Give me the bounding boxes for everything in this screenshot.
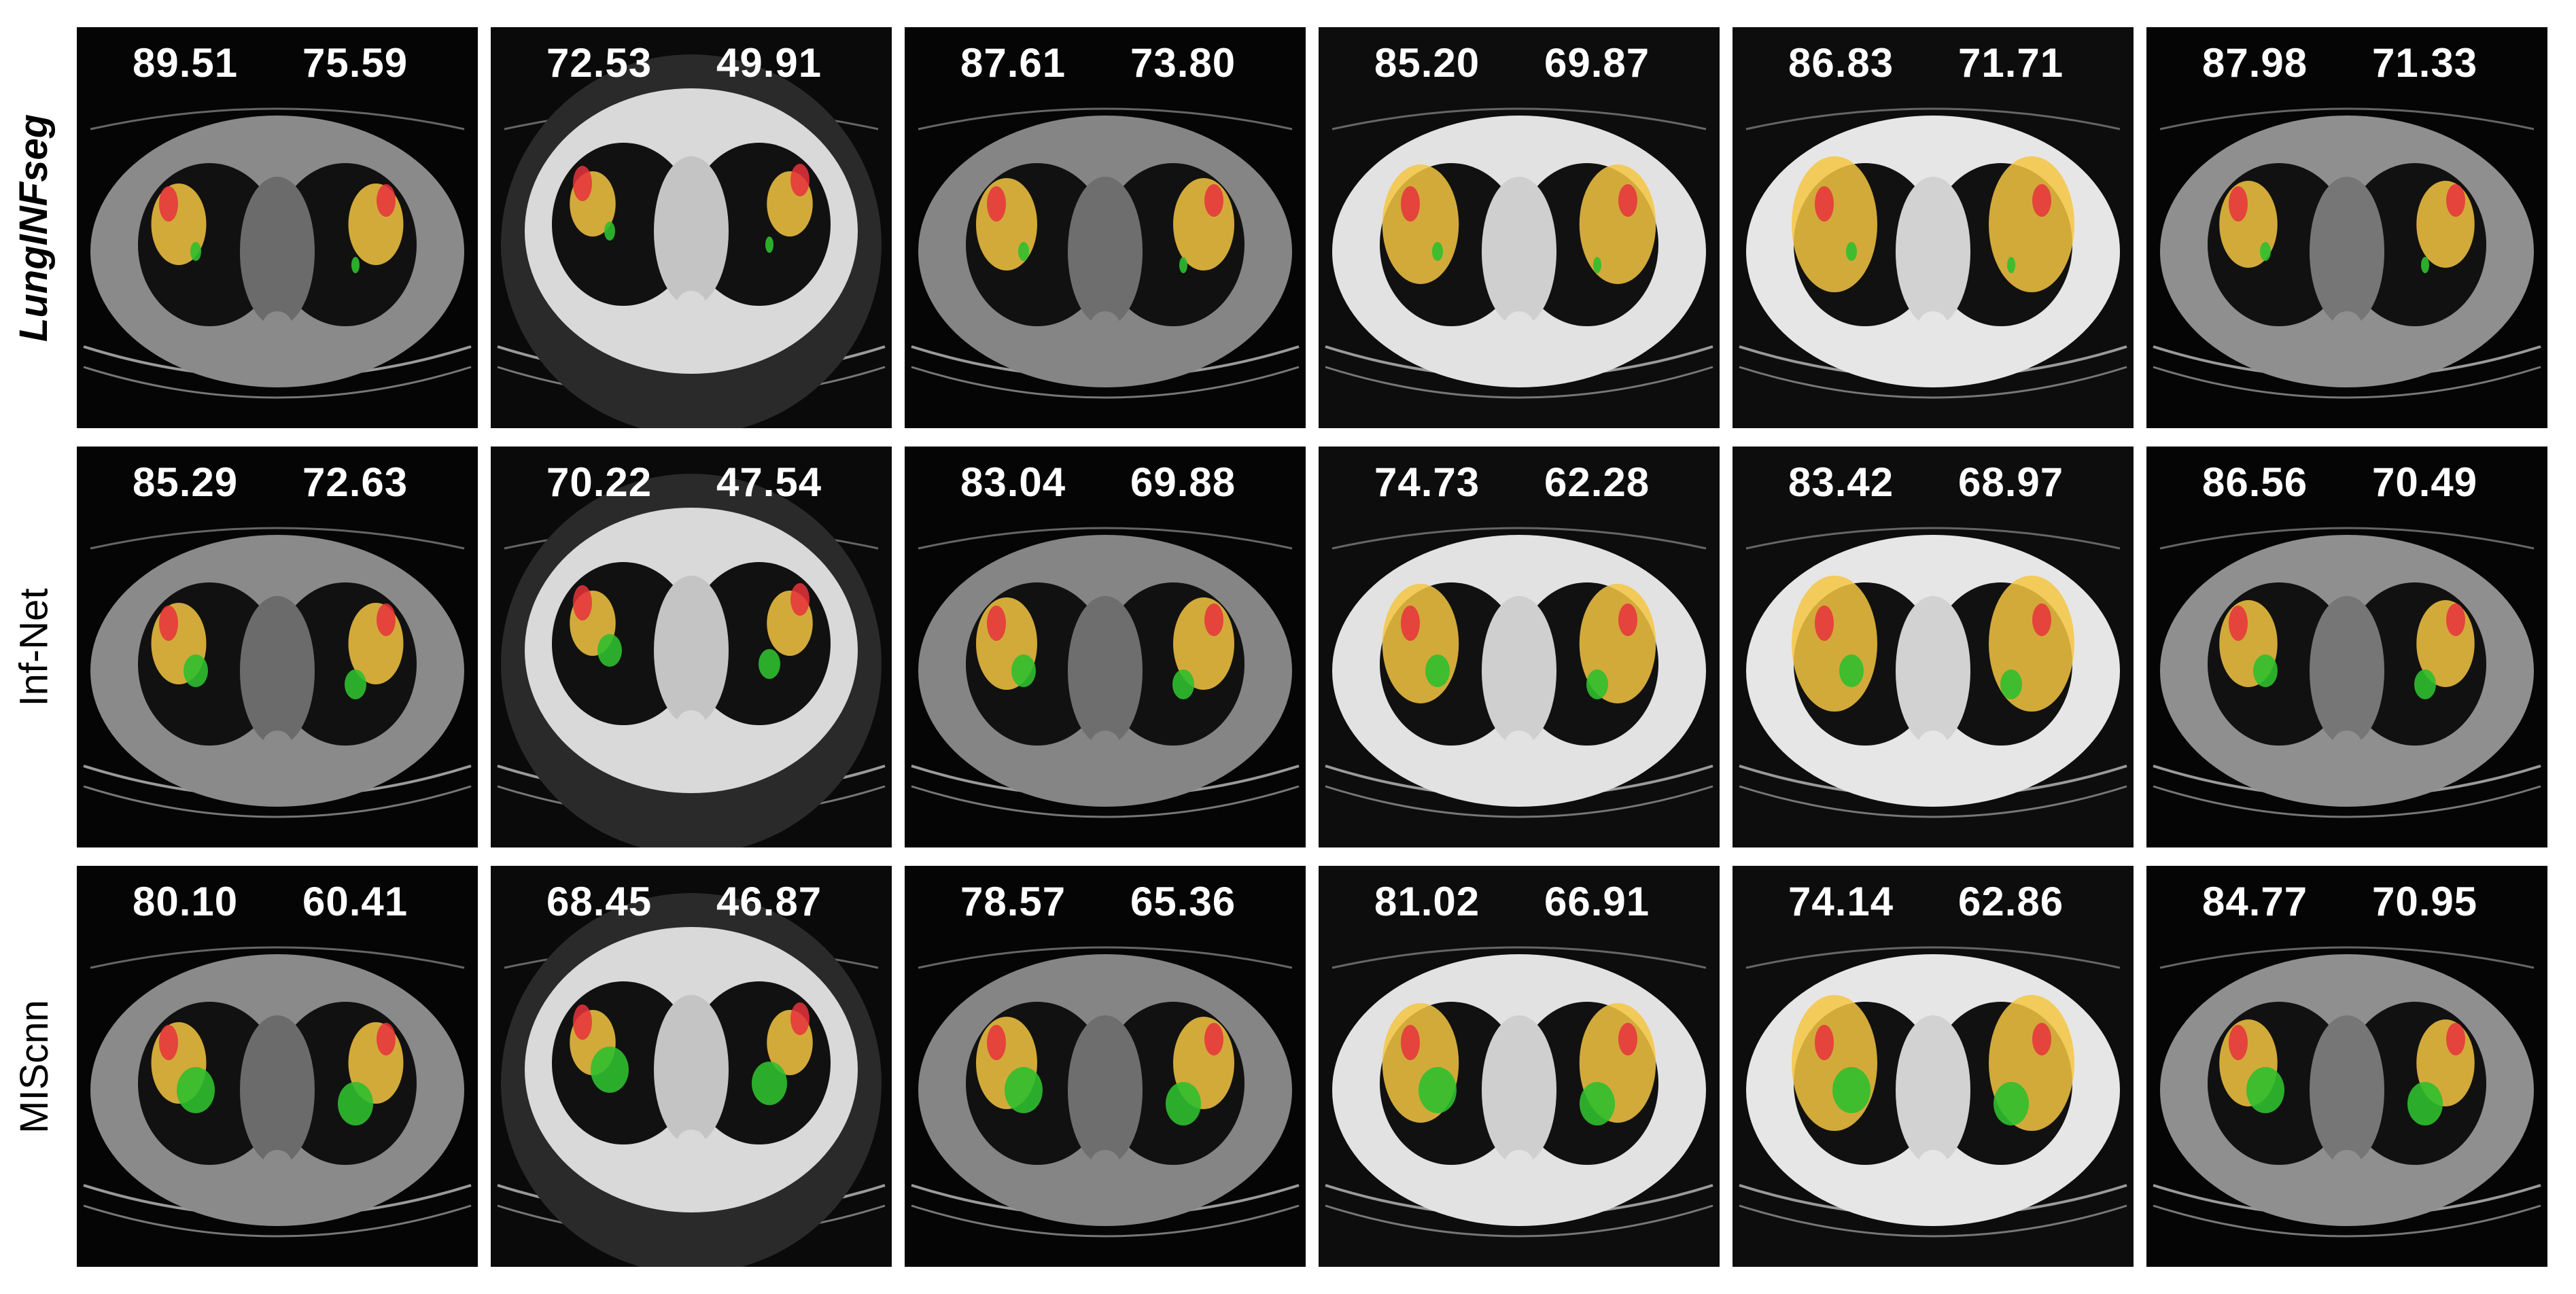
dice-score: 74.73 [1374, 459, 1480, 505]
row-label-text: LungINFseg [12, 113, 56, 342]
ct-slice-image [2146, 447, 2547, 847]
iou-score: 65.36 [1130, 879, 1236, 924]
ct-slice-image [77, 447, 478, 847]
ct-slice-tile: 81.02 66.91 [1319, 866, 1720, 1267]
ct-slice-image [77, 27, 478, 428]
iou-score: 66.91 [1544, 879, 1650, 924]
row-label-text: MIScnn [12, 999, 56, 1134]
ct-slice-tile: 85.29 72.63 [77, 447, 478, 847]
ct-slice-image [905, 866, 1306, 1267]
ct-slice-image [1319, 447, 1720, 847]
ct-slice-image [1733, 27, 2134, 428]
dice-score: 68.45 [546, 879, 652, 924]
row-label-lunginfseg: LungINFseg [0, 27, 68, 428]
dice-score: 86.56 [2202, 459, 2308, 505]
iou-score: 70.95 [2372, 879, 2478, 924]
iou-score: 49.91 [716, 40, 822, 86]
ct-slice-tile: 74.14 62.86 [1733, 866, 2134, 1267]
dice-score: 70.22 [546, 459, 652, 505]
ct-slice-image [77, 866, 478, 1267]
ct-slice-image [1319, 27, 1720, 428]
ct-slice-tile: 83.42 68.97 [1733, 447, 2134, 847]
dice-score: 74.14 [1788, 879, 1894, 924]
ct-slice-tile: 85.20 69.87 [1319, 27, 1720, 428]
dice-score: 81.02 [1374, 879, 1480, 924]
iou-score: 71.71 [1958, 40, 2064, 86]
ct-slice-tile: 74.73 62.28 [1319, 447, 1720, 847]
iou-score: 69.87 [1544, 40, 1650, 86]
row-label-infnet: Inf-Net [0, 447, 68, 847]
dice-score: 83.04 [960, 459, 1066, 505]
iou-score: 46.87 [716, 879, 822, 924]
iou-score: 47.54 [716, 459, 822, 505]
ct-slice-image [905, 447, 1306, 847]
dice-score: 72.53 [546, 40, 652, 86]
ct-slice-image [1733, 866, 2134, 1267]
dice-score: 86.83 [1788, 40, 1894, 86]
dice-score: 87.61 [960, 40, 1066, 86]
iou-score: 75.59 [302, 40, 408, 86]
dice-score: 89.51 [133, 40, 239, 86]
dice-score: 85.29 [133, 459, 239, 505]
ct-slice-image [491, 866, 892, 1267]
ct-slice-tile: 86.83 71.71 [1733, 27, 2134, 428]
iou-score: 72.63 [302, 459, 408, 505]
dice-score: 83.42 [1788, 459, 1894, 505]
ct-slice-tile: 70.22 47.54 [491, 447, 892, 847]
ct-slice-tile: 84.77 70.95 [2146, 866, 2547, 1267]
ct-slice-image [2146, 27, 2547, 428]
ct-slice-tile: 87.61 73.80 [905, 27, 1306, 428]
iou-score: 73.80 [1130, 40, 1236, 86]
ct-slice-tile: 83.04 69.88 [905, 447, 1306, 847]
ct-slice-image [1733, 447, 2134, 847]
ct-slice-tile: 80.10 60.41 [77, 866, 478, 1267]
row-label-miscnn: MIScnn [0, 866, 68, 1267]
iou-score: 71.33 [2372, 40, 2478, 86]
iou-score: 62.86 [1958, 879, 2064, 924]
ct-slice-image [1319, 866, 1720, 1267]
ct-slice-tile: 72.53 49.91 [491, 27, 892, 428]
iou-score: 70.49 [2372, 459, 2478, 505]
iou-score: 60.41 [302, 879, 408, 924]
dice-score: 80.10 [133, 879, 239, 924]
ct-slice-tile: 89.51 75.59 [77, 27, 478, 428]
ct-slice-image [491, 27, 892, 428]
row-label-text: Inf-Net [12, 587, 56, 707]
iou-score: 68.97 [1958, 459, 2064, 505]
ct-slice-tile: 68.45 46.87 [491, 866, 892, 1267]
iou-score: 62.28 [1544, 459, 1650, 505]
ct-slice-tile: 78.57 65.36 [905, 866, 1306, 1267]
ct-slice-tile: 86.56 70.49 [2146, 447, 2547, 847]
iou-score: 69.88 [1130, 459, 1236, 505]
ct-slice-tile: 87.98 71.33 [2146, 27, 2547, 428]
dice-score: 78.57 [960, 879, 1066, 924]
ct-slice-image [2146, 866, 2547, 1267]
ct-slice-image [491, 447, 892, 847]
dice-score: 85.20 [1374, 40, 1480, 86]
ct-slice-image [905, 27, 1306, 428]
dice-score: 87.98 [2202, 40, 2308, 86]
dice-score: 84.77 [2202, 879, 2308, 924]
